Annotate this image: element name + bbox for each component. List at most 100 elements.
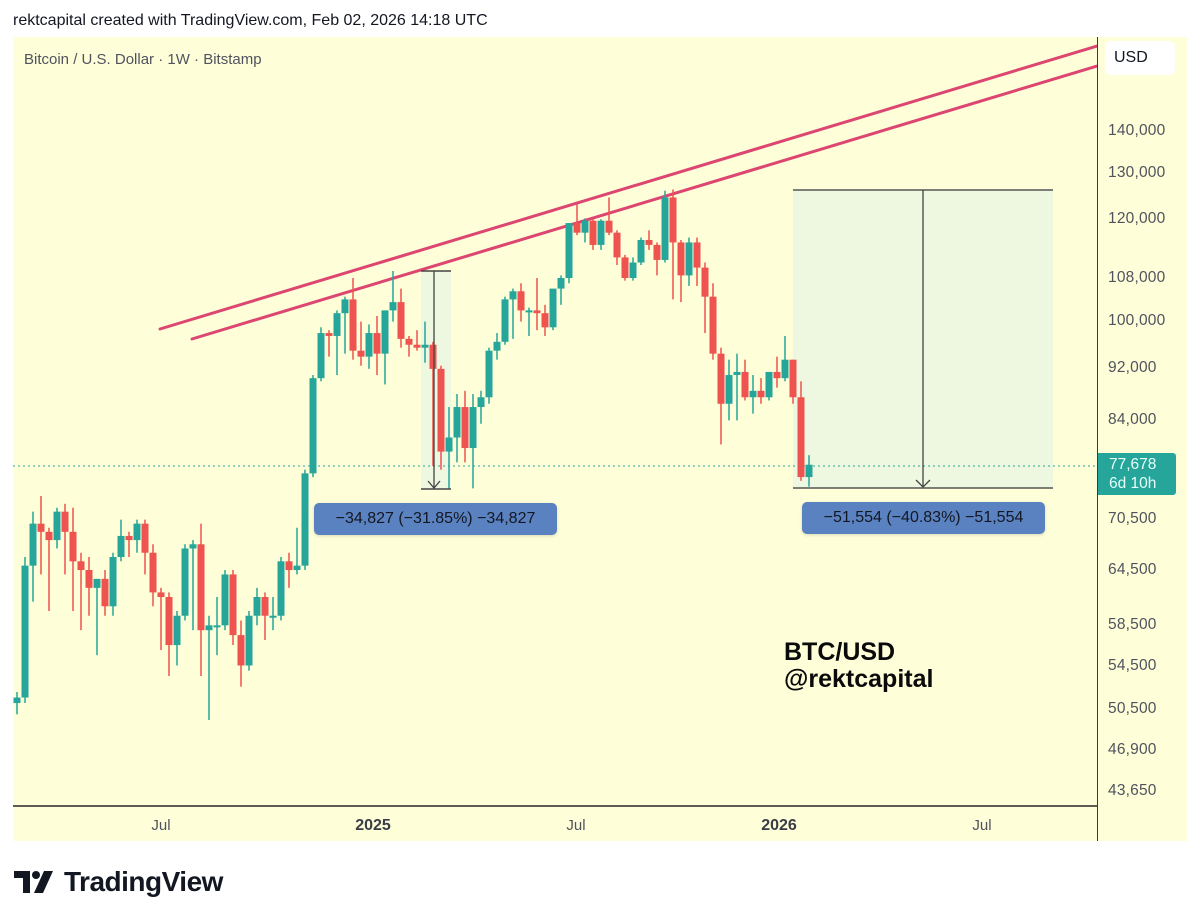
- candle: [333, 313, 341, 336]
- candle: [693, 242, 701, 268]
- candle: [613, 232, 621, 258]
- symbol-title[interactable]: Bitcoin / U.S. Dollar · 1W · Bitstamp: [24, 51, 262, 68]
- time-tick: Jul: [151, 817, 171, 834]
- price-tick: 58,500: [1108, 616, 1157, 633]
- price-tick: 50,500: [1108, 700, 1157, 717]
- candle: [493, 341, 501, 351]
- lower-trendline: [190, 64, 1097, 341]
- tradingview-logo-icon: [14, 871, 53, 893]
- candle: [797, 397, 805, 478]
- candle: [253, 597, 261, 616]
- price-tick: 108,000: [1108, 269, 1166, 286]
- candle: [269, 615, 277, 618]
- price-tick: 46,900: [1108, 741, 1157, 758]
- last-price-value: 77,678: [1109, 456, 1157, 473]
- candle: [365, 333, 373, 357]
- upper-trendline: [158, 44, 1097, 331]
- price-tick: 64,500: [1108, 561, 1157, 578]
- candle: [381, 310, 389, 354]
- candle: [53, 511, 61, 541]
- candle: [573, 223, 581, 233]
- tradingview-logo-text: TradingView: [64, 866, 223, 897]
- candle: [157, 592, 165, 598]
- candle: [645, 239, 653, 245]
- candle: [325, 333, 333, 336]
- price-tick: 100,000: [1108, 312, 1166, 329]
- candle: [221, 574, 229, 626]
- candle: [405, 338, 413, 345]
- candle: [741, 371, 749, 398]
- candle: [733, 371, 741, 376]
- time-tick: Jul: [566, 817, 586, 834]
- candle: [765, 371, 773, 398]
- time-axis[interactable]: Jul 2025 Jul 2026 Jul: [13, 805, 1097, 841]
- candle: [301, 473, 309, 566]
- candle: [197, 544, 205, 631]
- measure-1-fill: [421, 271, 451, 489]
- price-tick: 54,500: [1108, 657, 1157, 674]
- candle: [581, 220, 589, 233]
- candle: [237, 635, 245, 666]
- candle: [549, 288, 557, 328]
- candle: [109, 557, 117, 607]
- candle: [685, 242, 693, 276]
- candle: [421, 344, 429, 348]
- candle: [669, 197, 677, 243]
- price-tick: 130,000: [1108, 164, 1166, 181]
- candle: [757, 390, 765, 398]
- candle: [501, 299, 509, 342]
- candle: [13, 697, 21, 704]
- chart-container[interactable]: Bitcoin / U.S. Dollar · 1W · Bitstamp −3…: [13, 37, 1187, 841]
- candle: [21, 565, 29, 698]
- price-tick: 84,000: [1108, 411, 1157, 428]
- candle: [773, 371, 781, 379]
- candle: [509, 291, 517, 300]
- candle: [461, 407, 469, 449]
- candles-group: [13, 189, 813, 720]
- candle: [309, 378, 317, 474]
- candle: [397, 302, 405, 339]
- price-axis[interactable]: USD 140,000 130,000 120,000 108,000 100,…: [1097, 37, 1187, 841]
- watermark-line-1: BTC/USD: [784, 638, 896, 666]
- candle: [341, 299, 349, 314]
- candle: [37, 523, 45, 532]
- candle: [725, 375, 733, 404]
- candle: [277, 561, 285, 616]
- plot-area[interactable]: Bitcoin / U.S. Dollar · 1W · Bitstamp −3…: [13, 37, 1097, 805]
- candle: [181, 548, 189, 616]
- candle: [293, 565, 301, 571]
- candle: [85, 570, 93, 588]
- measure-1-label[interactable]: −34,827 (−31.85%) −34,827: [314, 503, 557, 535]
- candle: [557, 278, 565, 289]
- candle: [805, 464, 813, 478]
- candle: [709, 296, 717, 354]
- measure-2-label[interactable]: −51,554 (−40.83%) −51,554: [802, 502, 1045, 534]
- time-tick: 2026: [761, 817, 797, 834]
- candle: [389, 302, 397, 311]
- candle: [469, 407, 477, 449]
- candle: [485, 350, 493, 398]
- candle: [429, 344, 437, 369]
- price-tick: 70,500: [1108, 510, 1157, 527]
- candle: [285, 561, 293, 571]
- tradingview-logo[interactable]: TradingView: [14, 866, 223, 898]
- candle: [141, 523, 149, 553]
- candle: [61, 511, 69, 532]
- candle: [437, 368, 445, 452]
- candle: [117, 535, 125, 558]
- time-tick: 2025: [355, 817, 391, 834]
- candle: [261, 597, 269, 616]
- price-tick: 43,650: [1108, 782, 1157, 799]
- candle: [525, 310, 533, 313]
- candle: [445, 437, 453, 452]
- candle: [629, 262, 637, 279]
- time-tick: Jul: [972, 817, 992, 834]
- candle: [245, 615, 253, 666]
- candle: [677, 242, 685, 276]
- candle: [125, 535, 133, 541]
- currency-button[interactable]: USD: [1105, 41, 1175, 75]
- candle: [373, 333, 381, 354]
- candle: [133, 523, 141, 541]
- candle: [637, 239, 645, 263]
- candle: [69, 531, 77, 562]
